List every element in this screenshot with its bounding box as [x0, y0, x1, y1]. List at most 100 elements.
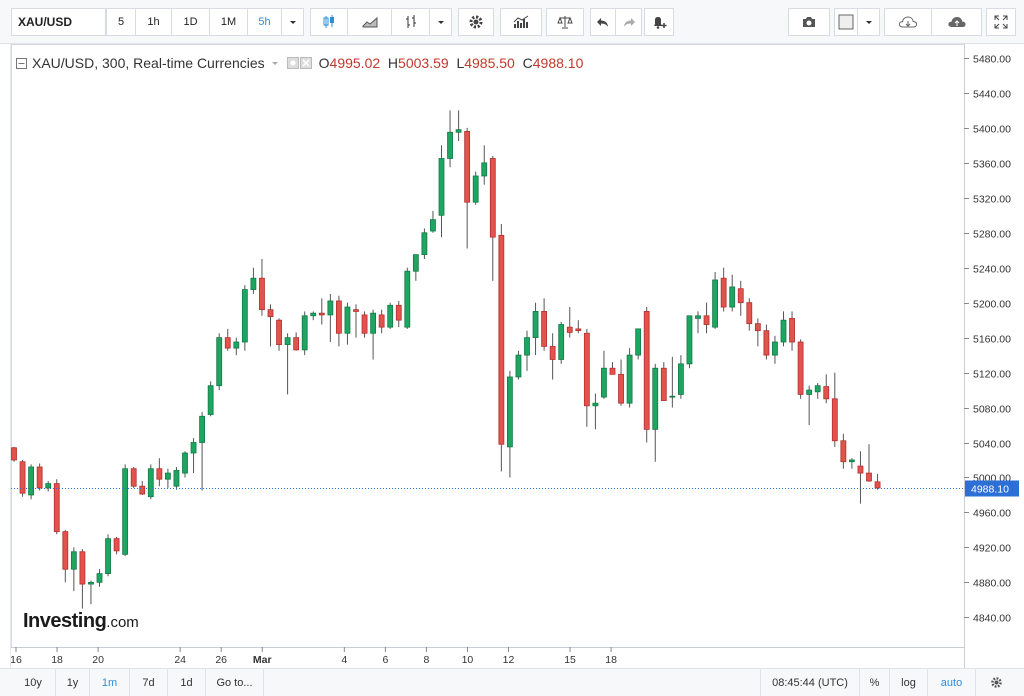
candle-body	[626, 354, 633, 404]
range-1m[interactable]: 1m	[90, 669, 130, 696]
screenshot-button[interactable]	[788, 8, 830, 36]
price-chart[interactable]: 4840.004880.004920.004960.005000.005040.…	[11, 44, 1020, 668]
undo-button[interactable]	[590, 8, 616, 36]
interval-1m[interactable]: 1M	[210, 8, 248, 36]
x-tick-label: 8	[423, 654, 429, 666]
range-label: 1d	[180, 676, 193, 689]
candle-body	[678, 363, 684, 395]
investing-logo: Investing.com	[23, 610, 139, 633]
legend-ohlc: O4995.02 H5003.59 L4985.50 C4988.10	[319, 55, 584, 71]
x-tick-label: 26	[215, 654, 227, 666]
chart-type-dropdown[interactable]	[430, 8, 452, 36]
legend-title: XAU/USD, 300, Real-time Currencies	[32, 55, 265, 71]
candle-body	[276, 319, 282, 346]
candle-body	[164, 472, 171, 480]
candle-body	[318, 312, 325, 316]
candle-body	[241, 289, 248, 343]
left-edge	[0, 44, 11, 668]
time-label: 08:45:44 (UTC)	[772, 676, 848, 689]
candle-body	[284, 337, 291, 346]
interval-5[interactable]: 5	[106, 8, 136, 36]
y-tick-label: 5360.00	[973, 159, 1011, 171]
percent-toggle[interactable]: %	[860, 669, 890, 696]
candle-body	[19, 461, 26, 494]
candle-body	[370, 312, 377, 334]
scale-settings-button[interactable]	[976, 669, 1016, 696]
candle-body	[558, 324, 565, 360]
y-tick-label: 5080.00	[973, 404, 1011, 416]
symbol-input[interactable]: XAU/USD	[11, 8, 106, 36]
interval-1h[interactable]: 1h	[136, 8, 172, 36]
fullscreen-button[interactable]	[986, 8, 1016, 36]
utc-time[interactable]: 08:45:44 (UTC)	[760, 669, 860, 696]
y-tick-label: 5160.00	[973, 334, 1011, 346]
candle-body	[831, 398, 838, 442]
gear-icon	[469, 15, 483, 29]
collapse-legend-icon[interactable]	[16, 57, 27, 69]
candle-body	[498, 234, 505, 445]
y-tick-label: 4920.00	[973, 543, 1011, 555]
candle-body	[387, 304, 394, 328]
candle-body	[70, 551, 77, 570]
alert-plus-icon	[654, 17, 667, 29]
range-1d[interactable]: 1d	[168, 669, 206, 696]
y-tick-label: 5240.00	[973, 264, 1011, 276]
settings-button[interactable]	[458, 8, 494, 36]
save-chart-button[interactable]	[932, 8, 982, 36]
indicators-button[interactable]	[500, 8, 542, 36]
candle-body	[404, 270, 411, 328]
compare-button[interactable]	[546, 8, 584, 36]
candle-body	[421, 232, 428, 256]
candle-body	[335, 300, 342, 334]
fullscreen-icon	[994, 15, 1008, 29]
candle-body	[575, 328, 582, 332]
chart-area[interactable]: 4840.00 4880.00 4920.00 4960.00 5000.00 5040.…	[11, 44, 1020, 668]
candle-body	[113, 538, 120, 552]
range-1y[interactable]: 1y	[56, 669, 90, 696]
candle-body	[250, 277, 257, 290]
alert-button[interactable]	[644, 8, 674, 36]
interval-5h[interactable]: 5h	[248, 8, 282, 36]
x-tick-label: 10	[462, 654, 474, 666]
candles-button[interactable]	[310, 8, 348, 36]
candle-body	[814, 385, 821, 393]
x-tick-label: 12	[503, 654, 515, 666]
log-toggle[interactable]: log	[890, 669, 928, 696]
candle-body	[720, 277, 727, 308]
line-chart-button[interactable]	[348, 8, 392, 36]
load-chart-button[interactable]	[884, 8, 932, 36]
camera-icon	[803, 17, 815, 27]
open-value: 4995.02	[329, 55, 381, 71]
candle-body	[293, 337, 300, 351]
range-10y[interactable]: 10y	[11, 669, 56, 696]
candle-body	[353, 309, 359, 312]
layout-button[interactable]	[834, 8, 858, 36]
auto-toggle[interactable]: auto	[928, 669, 976, 696]
interval-dropdown[interactable]	[282, 8, 304, 36]
gear-icon	[990, 677, 1002, 688]
legend-settings-icon[interactable]	[286, 57, 313, 69]
dropdown-icon	[437, 21, 444, 24]
candle-body	[79, 551, 86, 585]
y-tick-label: 5120.00	[973, 369, 1011, 381]
candle-body	[259, 277, 265, 311]
x-tick-label: 18	[605, 654, 617, 666]
candle-body	[455, 129, 462, 133]
layout-dropdown[interactable]	[858, 8, 880, 36]
go-to-button[interactable]: Go to...	[206, 669, 264, 696]
y-tick-label: 5480.00	[973, 54, 1011, 66]
y-tick-label: 5440.00	[973, 89, 1011, 101]
undo-icon	[597, 18, 608, 27]
legend-dropdown-icon[interactable]	[271, 59, 279, 67]
candle-body	[729, 286, 736, 308]
redo-button[interactable]	[616, 8, 642, 36]
y-tick-label: 5320.00	[973, 194, 1011, 206]
interval-1d[interactable]: 1D	[172, 8, 210, 36]
bars-button[interactable]	[392, 8, 430, 36]
interval-label: 1D	[183, 16, 198, 28]
candle-body	[635, 328, 642, 356]
candle-body	[344, 306, 351, 334]
candles-icon	[323, 15, 334, 28]
candle-body	[566, 326, 573, 333]
range-7d[interactable]: 7d	[130, 669, 168, 696]
